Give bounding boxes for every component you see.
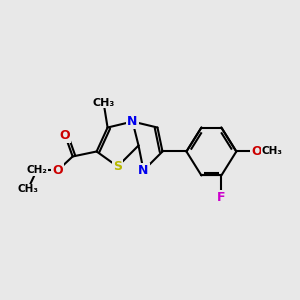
Text: N: N bbox=[127, 115, 138, 128]
Text: O: O bbox=[60, 129, 70, 142]
Text: N: N bbox=[138, 164, 149, 177]
Text: CH₃: CH₃ bbox=[17, 184, 38, 194]
Text: CH₃: CH₃ bbox=[92, 98, 115, 108]
Text: O: O bbox=[52, 164, 63, 177]
Text: CH₃: CH₃ bbox=[262, 146, 283, 157]
Text: F: F bbox=[217, 191, 226, 204]
Text: CH₂: CH₂ bbox=[26, 166, 47, 176]
Text: O: O bbox=[251, 145, 262, 158]
Text: S: S bbox=[113, 160, 122, 173]
